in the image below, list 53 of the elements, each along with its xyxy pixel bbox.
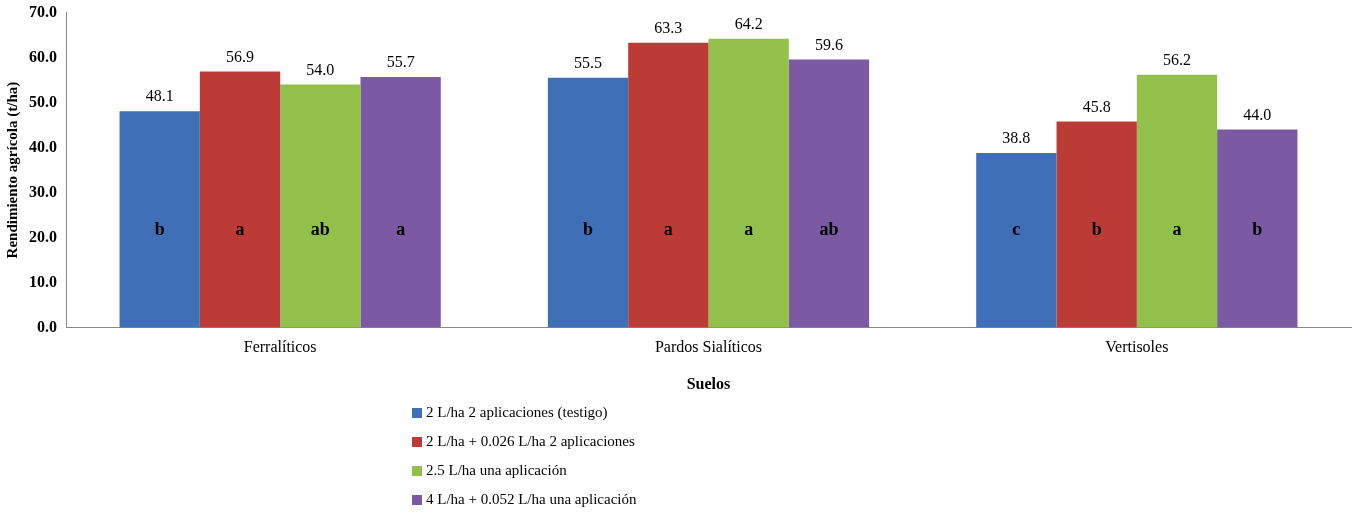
data-label: 54.0 xyxy=(306,60,335,78)
x-axis-title: Suelos xyxy=(686,374,731,392)
data-label: 38.8 xyxy=(1002,129,1031,147)
y-tick-label: 30.0 xyxy=(29,182,57,200)
data-label: 64.2 xyxy=(734,14,763,32)
bar xyxy=(119,111,200,328)
data-label: 45.8 xyxy=(1082,97,1111,115)
legend-label: 4 L/ha + 0.052 L/ha una aplicación xyxy=(426,490,637,509)
y-tick-label: 20.0 xyxy=(29,227,57,245)
annotation: b xyxy=(154,218,165,239)
annotation: b xyxy=(583,218,594,239)
bar xyxy=(788,59,870,328)
x-tick-label: Vertisoles xyxy=(1105,338,1169,356)
bar xyxy=(547,77,629,328)
y-axis-title: Rendimiento agrícola (t/ha) xyxy=(3,81,21,259)
data-label: 56.9 xyxy=(226,47,255,65)
y-tick-label: 50.0 xyxy=(29,92,57,110)
annotation: b xyxy=(1091,218,1102,239)
y-tick-label: 60.0 xyxy=(29,47,57,65)
y-tick-label: 70.0 xyxy=(29,2,57,20)
data-label: 59.6 xyxy=(814,35,843,53)
annotation: a xyxy=(744,218,754,239)
legend-label: 2 L/ha + 0.026 L/ha 2 aplicaciones xyxy=(426,432,635,451)
annotation: a xyxy=(1172,218,1182,239)
x-tick-label: Ferralíticos xyxy=(243,338,317,356)
bar xyxy=(708,38,789,328)
bar xyxy=(1136,74,1218,328)
bar xyxy=(628,42,709,328)
annotation: ab xyxy=(819,218,839,239)
y-tick-label: 0.0 xyxy=(37,317,57,335)
annotation: ab xyxy=(310,218,330,239)
y-tick-label: 10.0 xyxy=(29,272,57,290)
annotation: a xyxy=(235,218,245,239)
bar xyxy=(280,84,361,328)
bar xyxy=(1217,129,1298,328)
data-label: 48.1 xyxy=(145,87,174,105)
annotation: a xyxy=(396,218,406,239)
legend-label: 2 L/ha 2 aplicaciones (testigo) xyxy=(426,403,608,422)
bar xyxy=(1056,121,1137,328)
legend-label: 2.5 L/ha una aplicación xyxy=(426,461,567,480)
bar xyxy=(199,71,281,328)
annotation: a xyxy=(663,218,673,239)
data-label: 56.2 xyxy=(1162,50,1191,68)
bar xyxy=(360,76,441,328)
data-label: 44.0 xyxy=(1243,105,1272,123)
annotation: b xyxy=(1252,218,1263,239)
annotation: c xyxy=(1012,218,1021,239)
y-tick-label: 40.0 xyxy=(29,137,57,155)
data-label: 55.7 xyxy=(386,53,415,71)
data-label: 55.5 xyxy=(574,54,603,72)
x-tick-label: Pardos Sialíticos xyxy=(654,338,763,356)
data-label: 63.3 xyxy=(654,18,683,36)
bar xyxy=(976,153,1057,328)
